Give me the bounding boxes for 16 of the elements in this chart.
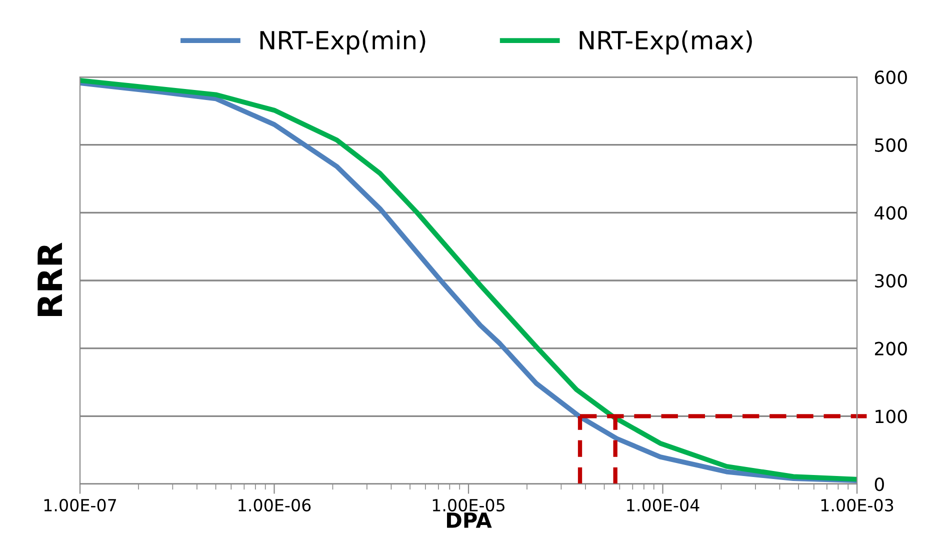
x-tick-label: 1.00E-06 — [238, 498, 311, 512]
y-tick-label: 400 — [874, 206, 907, 220]
x-tick-label: 1.00E-03 — [821, 498, 894, 512]
y-tick-label: 600 — [874, 70, 907, 84]
y-axis-title: RRR — [38, 242, 62, 316]
y-tick-label: 200 — [874, 342, 907, 356]
y-tick-label: 0 — [874, 477, 884, 492]
x-axis-title: DPA — [447, 512, 492, 528]
x-tick-label: 1.00E-04 — [627, 498, 700, 512]
y-tick-label: 300 — [875, 274, 907, 288]
y-tick-label: 500 — [875, 138, 907, 152]
legend-label: NRT-Exp(min) — [260, 30, 426, 54]
y-tick-label: 100 — [876, 410, 907, 424]
legend-label: NRT-Exp(max) — [580, 30, 752, 54]
x-tick-label: 1.00E-05 — [432, 498, 504, 512]
x-tick-label: 1.00E-07 — [44, 498, 116, 512]
